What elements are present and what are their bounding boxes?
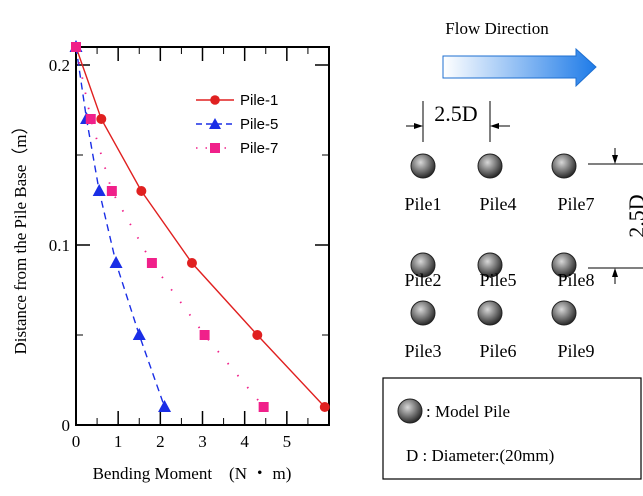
data-point-pile-7 [71,42,81,52]
data-point-pile-1 [319,402,330,412]
pile-4-label: Pile4 [479,194,516,214]
series-line-pile-1 [75,46,326,408]
diameter-label: D : Diameter:(20mm) [406,446,554,465]
pile-7-label: Pile7 [557,194,594,214]
vertical-spacing-dimension: 2.5D [588,148,643,284]
series-layer [69,40,330,412]
x-tick-label: 5 [283,432,292,451]
data-point-pile-5 [92,184,106,196]
data-point-pile-5 [158,400,172,412]
svg-text:Pile-1: Pile-1 [240,92,278,109]
pile-7-marker [551,153,577,179]
series-pile-1 [71,42,330,412]
pile-9-marker [551,300,577,326]
model-pile-icon [397,398,423,424]
model-pile-label: : Model Pile [426,402,510,421]
data-point-pile-7 [85,114,96,124]
series-line-pile-5 [75,46,166,408]
data-point-pile-5 [109,256,123,268]
series-pile-7 [71,42,269,412]
x-axis-title: Bending Moment (N ・ m) [93,464,292,483]
pile-1-label: Pile1 [404,194,441,214]
svg-text:2.5D: 2.5D [624,194,643,237]
pile-4-marker [477,153,503,179]
pile-9-label: Pile9 [557,341,594,361]
series-pile-5 [69,40,172,412]
legend-item-pile-1: Pile-1 [196,92,278,109]
pile-8-label: Pile8 [557,270,594,290]
data-point-pile-7 [146,258,157,268]
legend: Pile-1 Pile-5 Pile-7 [196,92,278,157]
axis-ticks [75,47,329,426]
x-tick-label: 2 [156,432,165,451]
legend-item-pile-5: Pile-5 [196,116,278,133]
horizontal-spacing-dimension: 2.5D [406,101,510,142]
pile-2-label: Pile2 [404,270,441,290]
pile-1-marker [410,153,436,179]
svg-text:2.5D: 2.5D [434,101,477,126]
pile-5-marker [477,252,503,278]
pile-6-label: Pile6 [479,341,516,361]
flow-arrow [442,47,597,88]
svg-text:Pile-7: Pile-7 [240,140,278,157]
flow-direction-label: Flow Direction [445,19,549,38]
x-tick-label: 1 [114,432,123,451]
pile-3-marker [410,300,436,326]
pile-8-marker [551,252,577,278]
svg-text:Pile-5: Pile-5 [240,116,278,133]
series-line-pile-7 [75,46,265,408]
pile-5-label: Pile5 [479,270,516,290]
y-tick-label: 0 [62,416,71,435]
legend-item-pile-7: Pile-7 [196,140,278,157]
pile-3-label: Pile3 [404,341,441,361]
x-tick-label: 0 [72,432,81,451]
axis-tick-labels: 0 1 2 3 4 5 0 0.1 0.2 [49,56,291,451]
x-tick-label: 4 [240,432,249,451]
y-tick-label: 0.2 [49,56,70,75]
pile-6-marker [477,300,503,326]
data-point-pile-7 [199,330,210,340]
data-point-pile-7 [258,402,269,412]
data-point-pile-7 [106,186,117,196]
data-point-pile-5 [132,328,146,340]
y-axis-title: Distance from the Pile Base（m） [11,117,30,354]
plot-frame [75,46,330,426]
x-tick-label: 3 [198,432,207,451]
pile-grid: Pile1 Pile4 Pile7 Pile2 Pile5 Pile8 Pile… [404,153,595,361]
data-point-pile-1 [186,258,197,268]
data-point-pile-1 [96,114,107,124]
diagram-legend-box: : Model Pile D : Diameter:(20mm) [382,377,642,480]
y-tick-label: 0.1 [49,236,70,255]
data-point-pile-1 [252,330,263,340]
data-point-pile-1 [136,186,147,196]
pile-2-marker [410,252,436,278]
